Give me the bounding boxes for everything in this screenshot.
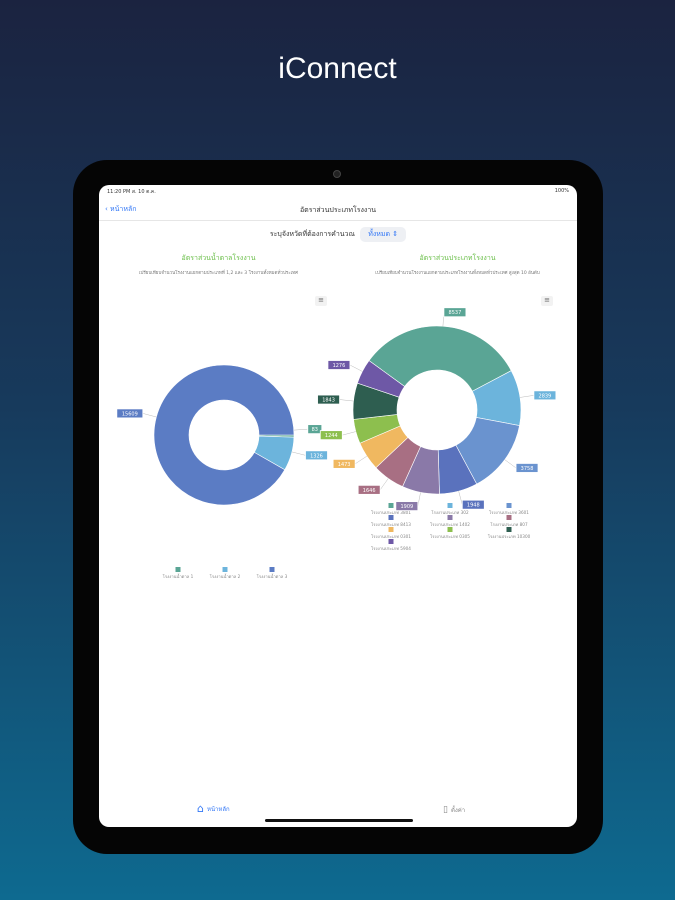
legend-item[interactable]: โรงงานประเภท 10300 [488,534,531,539]
status-bar: 11:20 PM ส. 10 ต.ค. 100% [99,185,577,197]
charts-area: 83 โรงงานน้ำตาล 1 1326 โรงงานน้ำตาล 2 15609 โ… [116,307,557,579]
data-label-box [443,307,467,318]
leader-line [342,431,356,436]
data-label-box [332,458,356,469]
chart-subtitle: เปรียบเทียบจำนวนโรงงานแยกตามประเภทโรงงาน… [375,271,540,276]
legend-item[interactable]: โรงงานประเภท 8413 [371,522,411,527]
pie-slice[interactable] [357,360,406,398]
legend-item[interactable]: โรงงานประเภท 302 [431,510,469,515]
legend-item[interactable]: โรงงานประเภท 3601 [489,510,529,515]
leader-line [142,413,157,418]
data-label: 2839 [539,393,552,399]
home-indicator [265,819,413,822]
leader-line [293,428,308,431]
settings-icon: ▯ [443,805,448,815]
select-value: ทั้งหมด [368,230,391,238]
province-picker: ระบุจังหวัดที่ต้องการคำนวณ ทั้งหมด ⇕ [99,227,577,242]
data-label-box [116,408,144,419]
legend-swatch [388,503,394,508]
tab-home-label: หน้าหลัก [206,805,230,813]
data-label: 15609 [122,411,138,417]
chart-subtitle: เปรียบเทียบจำนวนโรงงานแยกตามประเภทที่ 1,… [139,271,298,276]
legend-swatch [506,515,512,520]
data-label-box [317,394,340,405]
data-label-box [319,430,343,441]
chart-menu-icon[interactable]: ≡ [315,296,327,306]
province-select[interactable]: ทั้งหมด ⇕ [360,227,407,242]
legend-swatch [447,527,453,532]
leader-line [458,491,463,505]
legend-swatch [388,527,394,532]
legend-item[interactable]: โรงงานน้ำตาล 1 [163,573,194,579]
status-time: 11:20 PM ส. 10 ต.ค. [107,189,156,195]
leader-line [354,455,367,465]
tab-settings-label: ตั้งค่า [450,807,466,814]
back-label: หน้าหลัก [110,205,137,213]
legend-item[interactable]: โรงงานประเภท 5904 [371,546,411,551]
legend-swatch [388,515,394,520]
chart-menu-icon[interactable]: ≡ [541,296,553,306]
data-label-box [461,499,485,510]
data-label: 3758 [521,466,534,472]
legend-swatch [269,567,275,572]
back-button[interactable]: ‹ หน้าหลัก [105,205,137,213]
tab-home[interactable]: ⌂ หน้าหลัก [197,802,230,815]
home-icon: ⌂ [197,802,204,815]
legend-item[interactable]: โรงงานน้ำตาล 3 [257,573,288,579]
leader-line [291,451,306,456]
data-label-box [515,463,539,473]
leader-line [504,459,517,469]
legend-swatch [388,539,394,544]
leader-line [379,478,389,490]
pie-slice[interactable] [153,364,295,506]
legend-swatch [506,527,512,532]
legend-swatch [447,503,453,508]
chart-title: อัตราส่วนน้ำตาลโรงงาน [181,254,256,262]
legend-swatch [222,567,228,572]
app-screen: 11:20 PM ส. 10 ต.ค. 100% ‹ หน้าหลัก อัตร… [99,185,577,827]
legend-item[interactable]: โรงงานประเภท 1402 [430,522,470,527]
data-label: 1948 [467,503,480,509]
legend-item[interactable]: โรงงานน้ำตาล 2 [210,573,241,579]
data-label-box [327,360,351,370]
pie-slice[interactable] [368,325,512,392]
data-label-box [533,390,557,401]
legend-item[interactable]: โรงงานประเภท 0301 [371,534,411,539]
camera-icon [333,170,341,178]
legend-swatch [447,515,453,520]
data-label: 1646 [363,488,376,494]
legend-swatch [175,567,181,572]
data-label-box [395,501,419,512]
nav-bar: ‹ หน้าหลัก อัตราส่วนประเภทโรงงาน [99,197,577,221]
legend-item[interactable]: โรงงานประเภท 807 [490,522,528,527]
right-chart-header: อัตราส่วนประเภทโรงงาน เปรียบเทียบจำนวนโร… [338,253,577,276]
legend-item[interactable]: โรงงานประเภท 0305 [430,534,470,539]
page-title: อัตราส่วนประเภทโรงงาน [299,206,377,214]
brand-title: iConnect [278,52,397,85]
data-label: 1244 [325,433,338,439]
leader-line [520,395,534,398]
data-label: 1326 [310,453,323,459]
data-label: 1473 [338,462,351,468]
tab-settings[interactable]: ▯ ตั้งค่า [443,805,465,815]
picker-label: ระบุจังหวัดที่ต้องการคำนวณ [269,230,355,238]
legend-swatch [506,503,512,508]
data-label: 1843 [322,398,335,404]
left-chart-header: อัตราส่วนน้ำตาลโรงงาน เปรียบเทียบจำนวนโร… [99,253,338,276]
status-battery: 100% [554,188,569,194]
chart-title: อัตราส่วนประเภทโรงงาน [419,254,496,262]
data-label-box [357,484,381,495]
data-label-box [307,424,323,435]
data-label: 8537 [449,310,462,316]
data-label: 83 [312,427,318,433]
data-label: 1276 [333,363,346,369]
legend-item[interactable]: โรงงานประเภท 3801 [371,510,411,515]
leader-line [417,492,421,507]
leader-line [339,399,354,402]
data-label-box [305,450,328,461]
data-label: 1909 [400,504,413,510]
leader-line [349,364,363,372]
